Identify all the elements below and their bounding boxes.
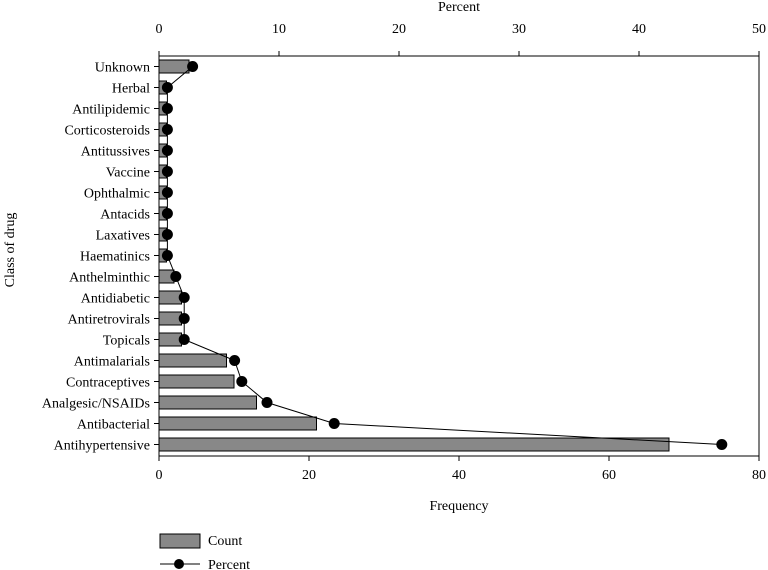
y-tick-label: Antihypertensive [54, 439, 150, 454]
bottom-tick-label: 80 [752, 468, 766, 483]
top-tick-label: 0 [156, 22, 163, 37]
percent-marker [229, 355, 241, 366]
bars [158, 59, 670, 452]
percent-marker [161, 229, 173, 240]
percent-marker [328, 418, 340, 429]
percent-marker [236, 376, 248, 387]
percent-marker [161, 124, 173, 135]
top-tick-label: 30 [512, 22, 526, 37]
y-tick-label: Analgesic/NSAIDs [42, 397, 150, 412]
bar-contraceptives [158, 374, 235, 389]
legend-count-label: Count [208, 534, 242, 549]
y-tick-label: Laxatives [96, 229, 150, 244]
y-tick-label: Unknown [95, 61, 150, 76]
percent-marker [161, 250, 173, 261]
percent-marker [178, 334, 190, 345]
y-tick-label: Antidiabetic [81, 292, 150, 307]
bottom-tick-label: 20 [302, 468, 316, 483]
percent-marker [161, 208, 173, 219]
bar-analgesic-nsaids [158, 395, 257, 410]
percent-marker [261, 397, 273, 408]
legend-count-swatch [159, 533, 201, 549]
bottom-tick-label: 0 [156, 468, 163, 483]
percent-marker [170, 271, 182, 282]
legend-percent-label: Percent [208, 558, 250, 570]
percent-marker [178, 292, 190, 303]
y-tick-label: Topicals [103, 334, 150, 349]
x-axis-title-top: Percent [438, 0, 480, 15]
percent-marker [161, 187, 173, 198]
percent-marker [161, 166, 173, 177]
percent-line [166, 66, 722, 445]
top-tick-label: 50 [752, 22, 766, 37]
top-axis: 0 10 20 30 40 50 [156, 22, 766, 56]
bar-antidiabetic [158, 290, 182, 305]
percent-marker [187, 61, 199, 72]
bottom-tick-label: 60 [602, 468, 616, 483]
y-tick-label: Ophthalmic [84, 187, 150, 202]
y-tick-label: Antilipidemic [72, 103, 150, 118]
y-tick-label: Anthelminthic [69, 271, 150, 286]
bar-antiretrovirals [158, 311, 182, 326]
percent-marker [161, 82, 173, 93]
y-tick-label: Vaccine [106, 166, 150, 181]
bar-antimalarials [158, 353, 227, 368]
x-axis-title-bottom: Frequency [429, 499, 488, 514]
y-tick-label: Herbal [112, 82, 150, 97]
top-tick-label: 20 [392, 22, 406, 37]
percent-marker [161, 145, 173, 156]
y-tick-label: Contraceptives [66, 376, 150, 391]
bar-antibacterial [158, 416, 317, 431]
top-tick-label: 10 [272, 22, 286, 37]
bar-unknown [158, 59, 190, 74]
bar-topicals [158, 332, 182, 347]
bottom-tick-label: 40 [452, 468, 466, 483]
percent-line-layer [161, 61, 728, 450]
legend-percent-marker [174, 559, 184, 569]
y-tick-label: Haematinics [80, 250, 150, 265]
y-tick-label: Corticosteroids [64, 124, 150, 139]
bottom-axis: 0 20 40 60 80 [156, 456, 766, 483]
percent-marker [716, 439, 728, 450]
y-axis: Unknown Herbal Antilipidemic Corticosteroid… [42, 61, 159, 454]
y-tick-label: Antacids [100, 208, 150, 223]
y-tick-label: Antiretrovirals [68, 313, 150, 328]
y-tick-label: Antitussives [81, 145, 150, 160]
y-tick-label: Antimalarials [74, 355, 150, 370]
percent-marker [178, 313, 190, 324]
bar-antihypertensive [158, 437, 670, 452]
legend: Count Percent [159, 533, 250, 570]
y-tick-label: Antibacterial [77, 418, 150, 433]
y-axis-title: Class of drug [3, 213, 18, 288]
percent-marker [161, 103, 173, 114]
top-tick-label: 40 [632, 22, 646, 37]
